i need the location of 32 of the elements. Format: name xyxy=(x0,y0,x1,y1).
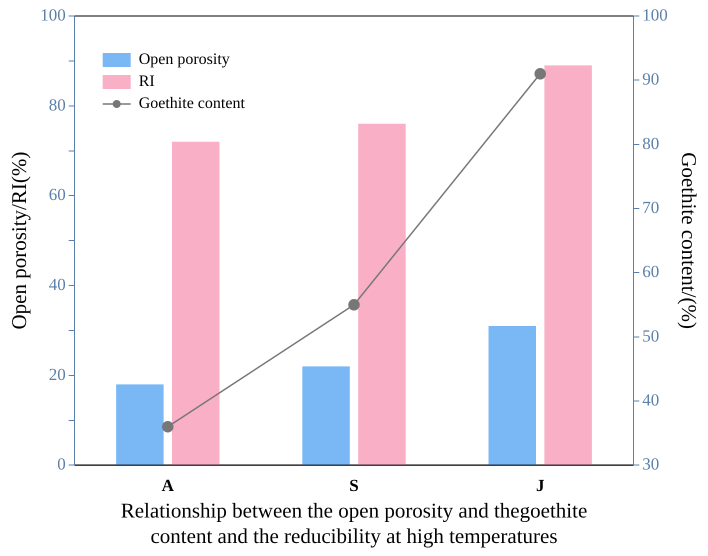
bar xyxy=(544,65,592,465)
bar xyxy=(116,384,164,465)
bar xyxy=(172,142,220,465)
y2-tick-label: 40 xyxy=(642,390,660,410)
y2-tick-label: 100 xyxy=(642,5,668,24)
y2-axis-title: Goethite content/(%) xyxy=(676,152,701,329)
y2-tick-label: 60 xyxy=(642,262,660,282)
bar xyxy=(358,124,406,465)
x-tick-label: J xyxy=(536,476,545,495)
x-tick-label: S xyxy=(349,476,359,495)
point xyxy=(162,420,174,432)
bar xyxy=(302,366,350,465)
legend-label: Goethite content xyxy=(138,95,246,112)
legend-label: Open porosity xyxy=(138,51,230,68)
y2-tick-label: 90 xyxy=(642,70,660,89)
point xyxy=(534,68,546,80)
y-tick-label: 0 xyxy=(57,454,66,474)
y2-tick-label: 30 xyxy=(642,454,660,474)
y-tick-label: 100 xyxy=(40,5,66,24)
y2-tick-label: 70 xyxy=(642,198,660,217)
y2-tick-label: 80 xyxy=(642,134,660,153)
y-tick-label: 20 xyxy=(48,364,66,384)
bar xyxy=(488,326,536,465)
y-axis-title: Open porosity/RI(%) xyxy=(7,152,32,330)
y-tick-label: 80 xyxy=(48,95,66,114)
x-axis-title: Relationship between the open porosity and thegoethite content and the reducibility at high temperatures xyxy=(120,498,588,548)
y-tick-label: 40 xyxy=(48,274,66,294)
point xyxy=(348,299,360,311)
y2-tick-label: 50 xyxy=(642,326,660,346)
legend-label: RI xyxy=(138,73,155,90)
y-tick-label: 60 xyxy=(48,185,66,204)
x-tick-label: A xyxy=(162,476,175,495)
